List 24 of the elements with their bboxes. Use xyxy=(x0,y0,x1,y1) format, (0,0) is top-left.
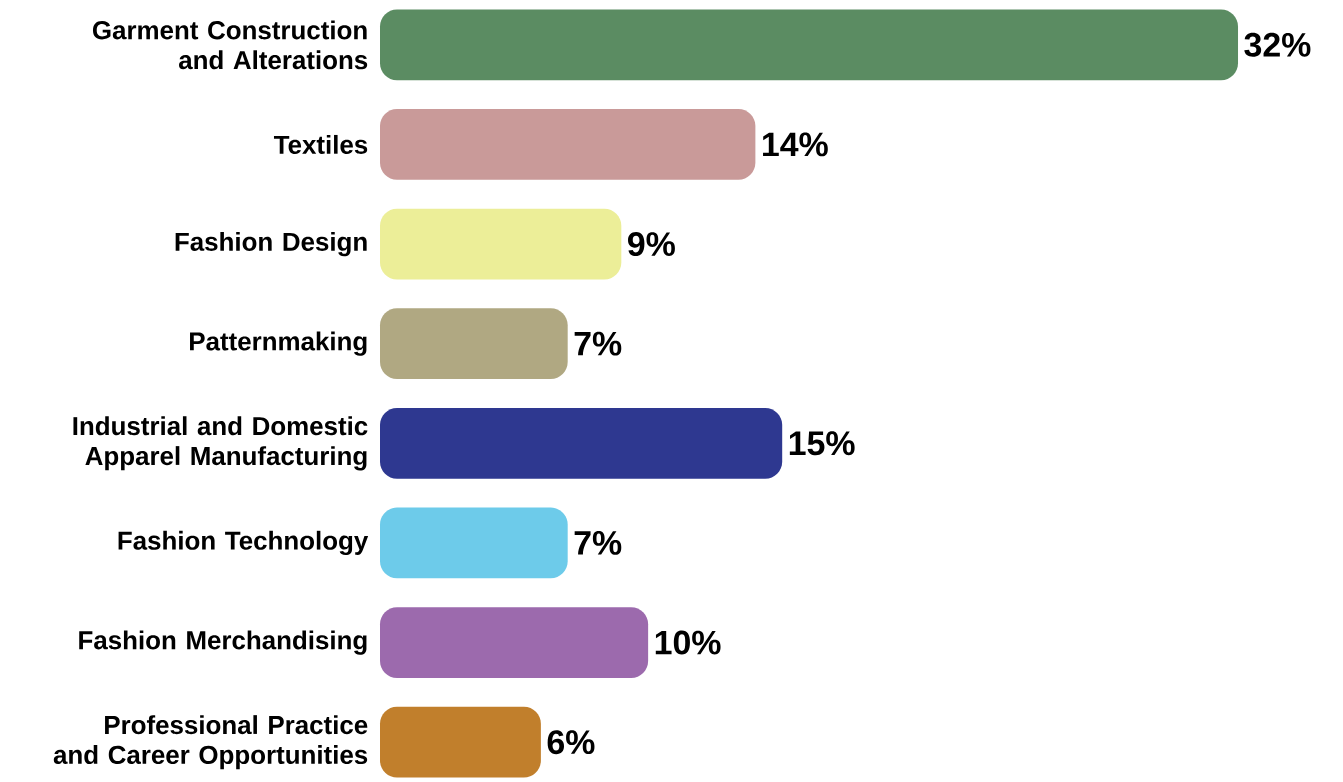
y-tick-label: Professional Practice and Career Opportunities xyxy=(53,715,368,770)
bar xyxy=(380,308,568,380)
bar xyxy=(380,9,1239,81)
data-label: 9% xyxy=(628,232,675,257)
y-tick-label: Fashion Technology xyxy=(118,530,369,556)
y-tick-label: Textiles xyxy=(273,134,368,154)
y-tick-label: Patternmaking xyxy=(190,331,367,356)
bar xyxy=(380,507,568,579)
bar xyxy=(380,706,541,778)
y-tick-label: Industrial and Domestic Apparel Manufacturing xyxy=(73,416,368,471)
data-label: 6% xyxy=(547,730,595,755)
data-label: 15% xyxy=(789,431,855,456)
bar xyxy=(380,109,756,180)
y-tick-label: Fashion Design xyxy=(175,231,367,257)
bar xyxy=(380,607,649,678)
bar xyxy=(380,407,783,479)
data-label: 7% xyxy=(574,531,622,555)
data-label: 32% xyxy=(1244,32,1311,57)
bar xyxy=(380,208,622,280)
y-tick-label: Garment Construction and Alterations xyxy=(92,20,368,70)
data-label: 7% xyxy=(574,331,622,356)
y-tick-label: Fashion Merchandising xyxy=(79,630,367,655)
data-label: 14% xyxy=(763,132,828,157)
data-label: 10% xyxy=(655,630,721,655)
